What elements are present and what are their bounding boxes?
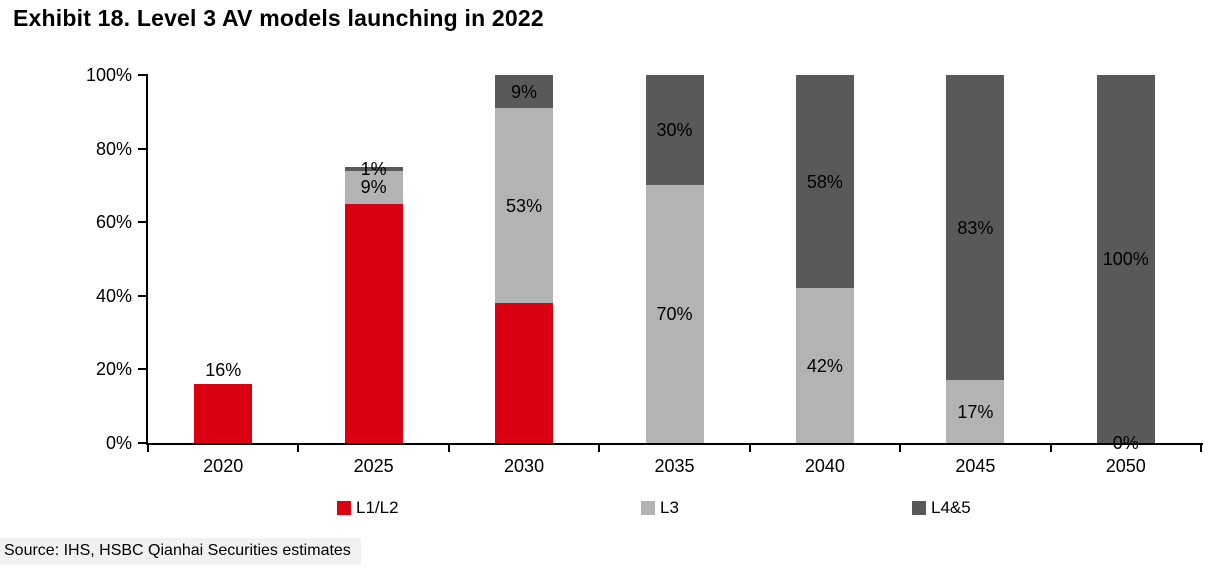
- bar-value-label-2045: 83%: [957, 217, 994, 238]
- bar-segment-l45-2035: [645, 75, 704, 186]
- bar-value-label-2040: 42%: [806, 355, 843, 376]
- y-tick-label: 20%: [95, 359, 132, 380]
- bar-value-label-2025: 9%: [360, 177, 387, 198]
- bar-segment-l3-2025: [344, 170, 403, 204]
- bar-segment-l45-2050: [1096, 75, 1155, 443]
- bar-segment-l1l2-2030: [495, 303, 554, 443]
- bar-value-label-2030: 53%: [506, 195, 543, 216]
- x-category-label: 2045: [955, 456, 996, 476]
- legend-swatch-l4and5-icon: [912, 501, 926, 515]
- y-axis-tick: [138, 147, 148, 150]
- bar-value-label-2035: 30%: [656, 120, 693, 141]
- x-axis-tick: [297, 443, 300, 452]
- x-axis-tick: [1049, 443, 1052, 452]
- legend-label-l3: L3: [660, 498, 679, 517]
- bar-segment-l3-2035: [645, 185, 704, 443]
- y-tick-label: 60%: [95, 212, 132, 233]
- legend-swatch-l1l2-icon: [337, 501, 351, 515]
- y-axis-tick: [138, 221, 148, 224]
- bar-segment-l45-2045: [946, 75, 1005, 381]
- bar-segment-l45-2025: [344, 167, 403, 171]
- x-category-label: 2050: [1105, 456, 1146, 476]
- y-tick-label: 100%: [85, 65, 132, 85]
- chart-title: Exhibit 18. Level 3 AV models launching …: [13, 5, 544, 31]
- x-axis-line: [146, 443, 1203, 445]
- bar-value-label-2025: 1%: [360, 158, 387, 179]
- y-axis-tick: [138, 74, 148, 76]
- x-axis-tick: [899, 443, 902, 452]
- legend-label-l1l2: L1/L2: [356, 498, 399, 517]
- source-note: Source: IHS, HSBC Qianhai Securities est…: [0, 538, 361, 565]
- y-axis-tick: [138, 368, 148, 371]
- x-axis-tick: [748, 443, 751, 452]
- x-category-label: 2020: [203, 456, 244, 476]
- y-tick-label: 80%: [95, 138, 132, 159]
- y-axis-tick: [138, 294, 148, 297]
- legend: L1/L2 L3 L4&5: [0, 499, 1214, 521]
- bar-value-label-2020: 16%: [205, 360, 242, 381]
- x-category-label: 2040: [804, 456, 845, 476]
- bar-value-label-2045: 17%: [957, 401, 994, 422]
- x-axis-tick: [598, 443, 601, 452]
- x-category-label: 2025: [353, 456, 394, 476]
- bar-value-label-2030: 9%: [511, 81, 538, 102]
- x-axis-tick: [147, 443, 149, 452]
- bar-segment-l3-2030: [495, 108, 554, 304]
- legend-label-l4and5: L4&5: [931, 498, 971, 517]
- legend-item-l1l2: L1/L2: [337, 499, 399, 517]
- bar-value-label-2050: 100%: [1102, 249, 1149, 269]
- y-axis-line: [146, 74, 148, 445]
- y-tick-label: 40%: [95, 285, 132, 306]
- bar-segment-l3-2040: [795, 288, 854, 443]
- y-tick-label: 0%: [105, 433, 132, 453]
- x-category-label: 2035: [654, 456, 695, 476]
- legend-item-l3: L3: [641, 499, 679, 517]
- x-axis-tick: [1200, 443, 1202, 452]
- legend-item-l4and5: L4&5: [912, 499, 971, 517]
- x-category-label: 2030: [504, 456, 545, 476]
- bar-value-label-2035: 70%: [656, 304, 693, 325]
- bar-value-label-2040: 58%: [806, 171, 843, 192]
- bar-segment-l3-2045: [946, 380, 1005, 443]
- x-axis-tick: [447, 443, 450, 452]
- bar-value-label-2050: 0%: [1112, 433, 1139, 453]
- bar-segment-l1l2-2025: [344, 203, 403, 443]
- bar-segment-l1l2-2020: [194, 384, 253, 443]
- y-axis-tick: [138, 442, 148, 444]
- legend-swatch-l3-icon: [641, 501, 655, 515]
- bar-segment-l45-2040: [795, 75, 854, 289]
- bar-segment-l45-2030: [495, 75, 554, 109]
